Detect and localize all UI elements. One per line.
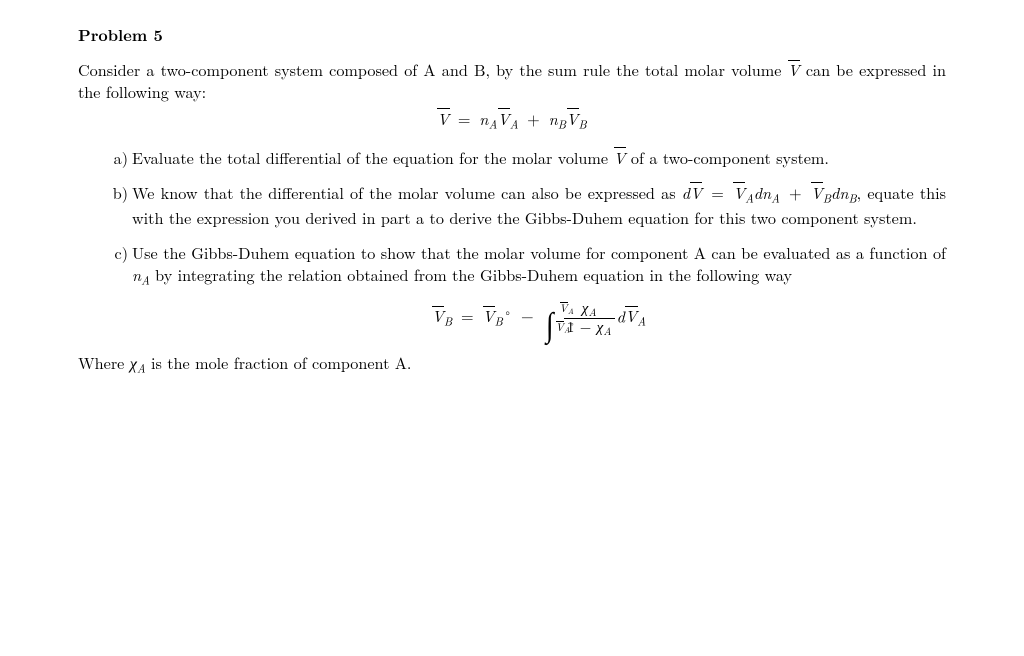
d-sym: d [682,181,690,204]
nB: n [549,107,558,130]
vbar-dv: V [690,182,702,203]
sub-a: A [489,116,498,132]
problem-title: Problem 5 [78,24,946,45]
minus-2: − [575,316,597,337]
sub-b2: B [579,116,587,132]
part-b-text-1: We know that the differential of the mol… [132,181,682,204]
sub-b6: B [495,314,503,330]
vbar-inline-a: V [614,147,626,168]
sub-a9: A [137,360,146,376]
vbar-a: V [497,108,509,129]
vbar-a2: V [733,182,745,203]
chi-footer: χ [130,351,137,374]
eq-sign: = [452,107,476,130]
part-a-text-2: of a two-component system. [626,146,829,169]
circ-2: ◦ [569,318,575,329]
vbar-b-left: V [432,305,444,326]
vbar-symbol: V [788,59,800,80]
sub-a-up: A [568,306,574,317]
eq-sign-2: = [705,181,730,204]
vbar-dva: V [625,305,637,326]
integral-wrap: VA ∫ VA◦ [542,308,556,329]
part-b: b) We know that the differential of the … [106,182,946,228]
sub-a2: A [510,116,519,132]
int-upper-limit: VA [559,302,573,318]
vbar-lo: V [556,321,564,336]
int-lower-limit: VA◦ [556,319,576,336]
nA-3: n [132,263,141,286]
part-c-text-1: Use the Gibbs-Duhem equation to show tha… [132,241,946,264]
intro-paragraph: Consider a two-component system composed… [78,59,946,102]
sub-a8: A [637,314,646,330]
footer-text-1: Where [78,351,130,374]
equation-sum-rule: V = nAVA + nBVB [78,108,946,133]
intro-text-1: Consider a two-component system composed… [78,58,788,81]
part-a-text-1: Evaluate the total differential of the e… [132,146,614,169]
nA: n [479,107,488,130]
eq-sign-3: = [455,304,479,327]
problem-page: Problem 5 Consider a two-component syste… [0,0,1024,376]
part-b-marker: b) [106,182,128,203]
part-c: c) Use the Gibbs-Duhem equation to show … [106,242,946,338]
chi-num: χ [582,297,589,318]
sub-a7: A [603,324,611,339]
part-c-marker: c) [106,242,128,263]
vbar-left: V [437,108,449,129]
sub-b4: B [848,190,856,206]
plus-2: + [783,181,808,204]
minus-sign: − [515,304,539,327]
d-sym-2: d [754,181,762,204]
sub-a5: A [141,272,150,288]
vbar-up: V [559,302,567,317]
vbar-b: V [566,108,578,129]
part-a: a) Evaluate the total differential of th… [106,147,946,168]
parts-list: a) Evaluate the total differential of th… [106,147,946,338]
sub-b: B [558,116,566,132]
sub-b3: B [823,190,831,206]
sub-a3: A [745,190,754,206]
footer-text-2: is the mole fraction of component A. [146,351,412,374]
plus-sign: + [522,107,546,130]
part-a-marker: a) [106,147,128,168]
sub-a4: A [771,190,780,206]
sub-b5: B [444,314,452,330]
equation-integral: VB = VB◦ − VA ∫ VA◦ χA 1 − χA dVA [132,300,946,338]
footer-paragraph: Where χA is the mole fraction of compone… [78,352,946,377]
circ-1: ◦ [503,304,512,320]
d-sym-4: d [617,304,625,327]
part-c-text-2: by integrating the relation obtained fro… [150,263,792,286]
nA-2: n [762,181,771,204]
vbar-b2: V [811,182,823,203]
vbar-b-circ: V [482,305,494,326]
